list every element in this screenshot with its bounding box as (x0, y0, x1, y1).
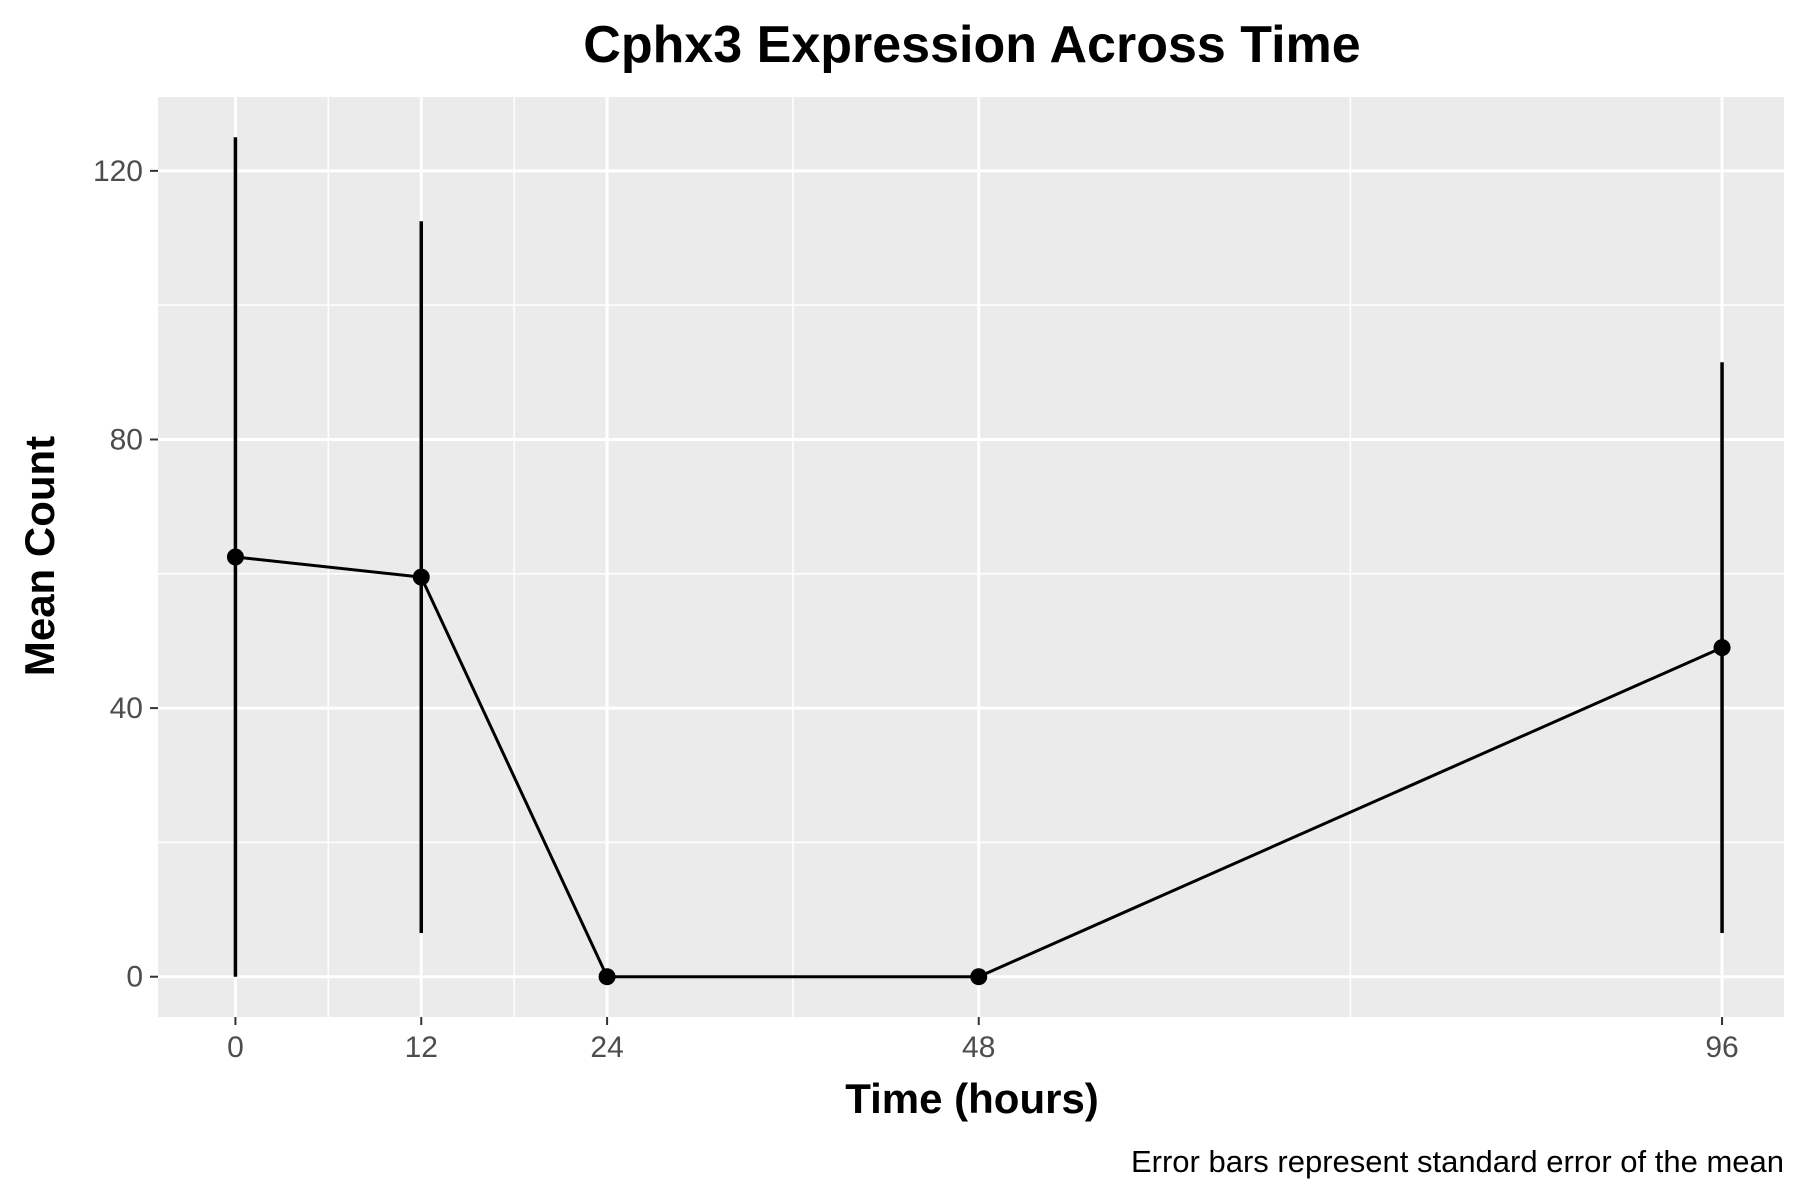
data-point (412, 568, 430, 586)
x-tick-label: 24 (590, 1031, 623, 1064)
y-tick-label: 80 (110, 423, 143, 456)
y-axis-title: Mean Count (16, 436, 63, 676)
x-axis-title: Time (hours) (845, 1075, 1099, 1122)
data-point (226, 548, 244, 566)
x-tick-label: 12 (405, 1031, 438, 1064)
x-tick-label: 0 (227, 1031, 244, 1064)
plot-panel (158, 97, 1784, 1017)
chart-caption: Error bars represent standard error of t… (1131, 1144, 1784, 1179)
y-tick-label: 120 (93, 155, 143, 188)
data-point (598, 968, 616, 986)
y-tick-label: 40 (110, 692, 143, 725)
data-point (970, 968, 988, 986)
chart-title: Cphx3 Expression Across Time (583, 16, 1360, 74)
x-tick-label: 96 (1705, 1031, 1738, 1064)
data-point (1713, 639, 1731, 657)
x-tick-label: 48 (962, 1031, 995, 1064)
y-tick-label: 0 (126, 961, 143, 994)
